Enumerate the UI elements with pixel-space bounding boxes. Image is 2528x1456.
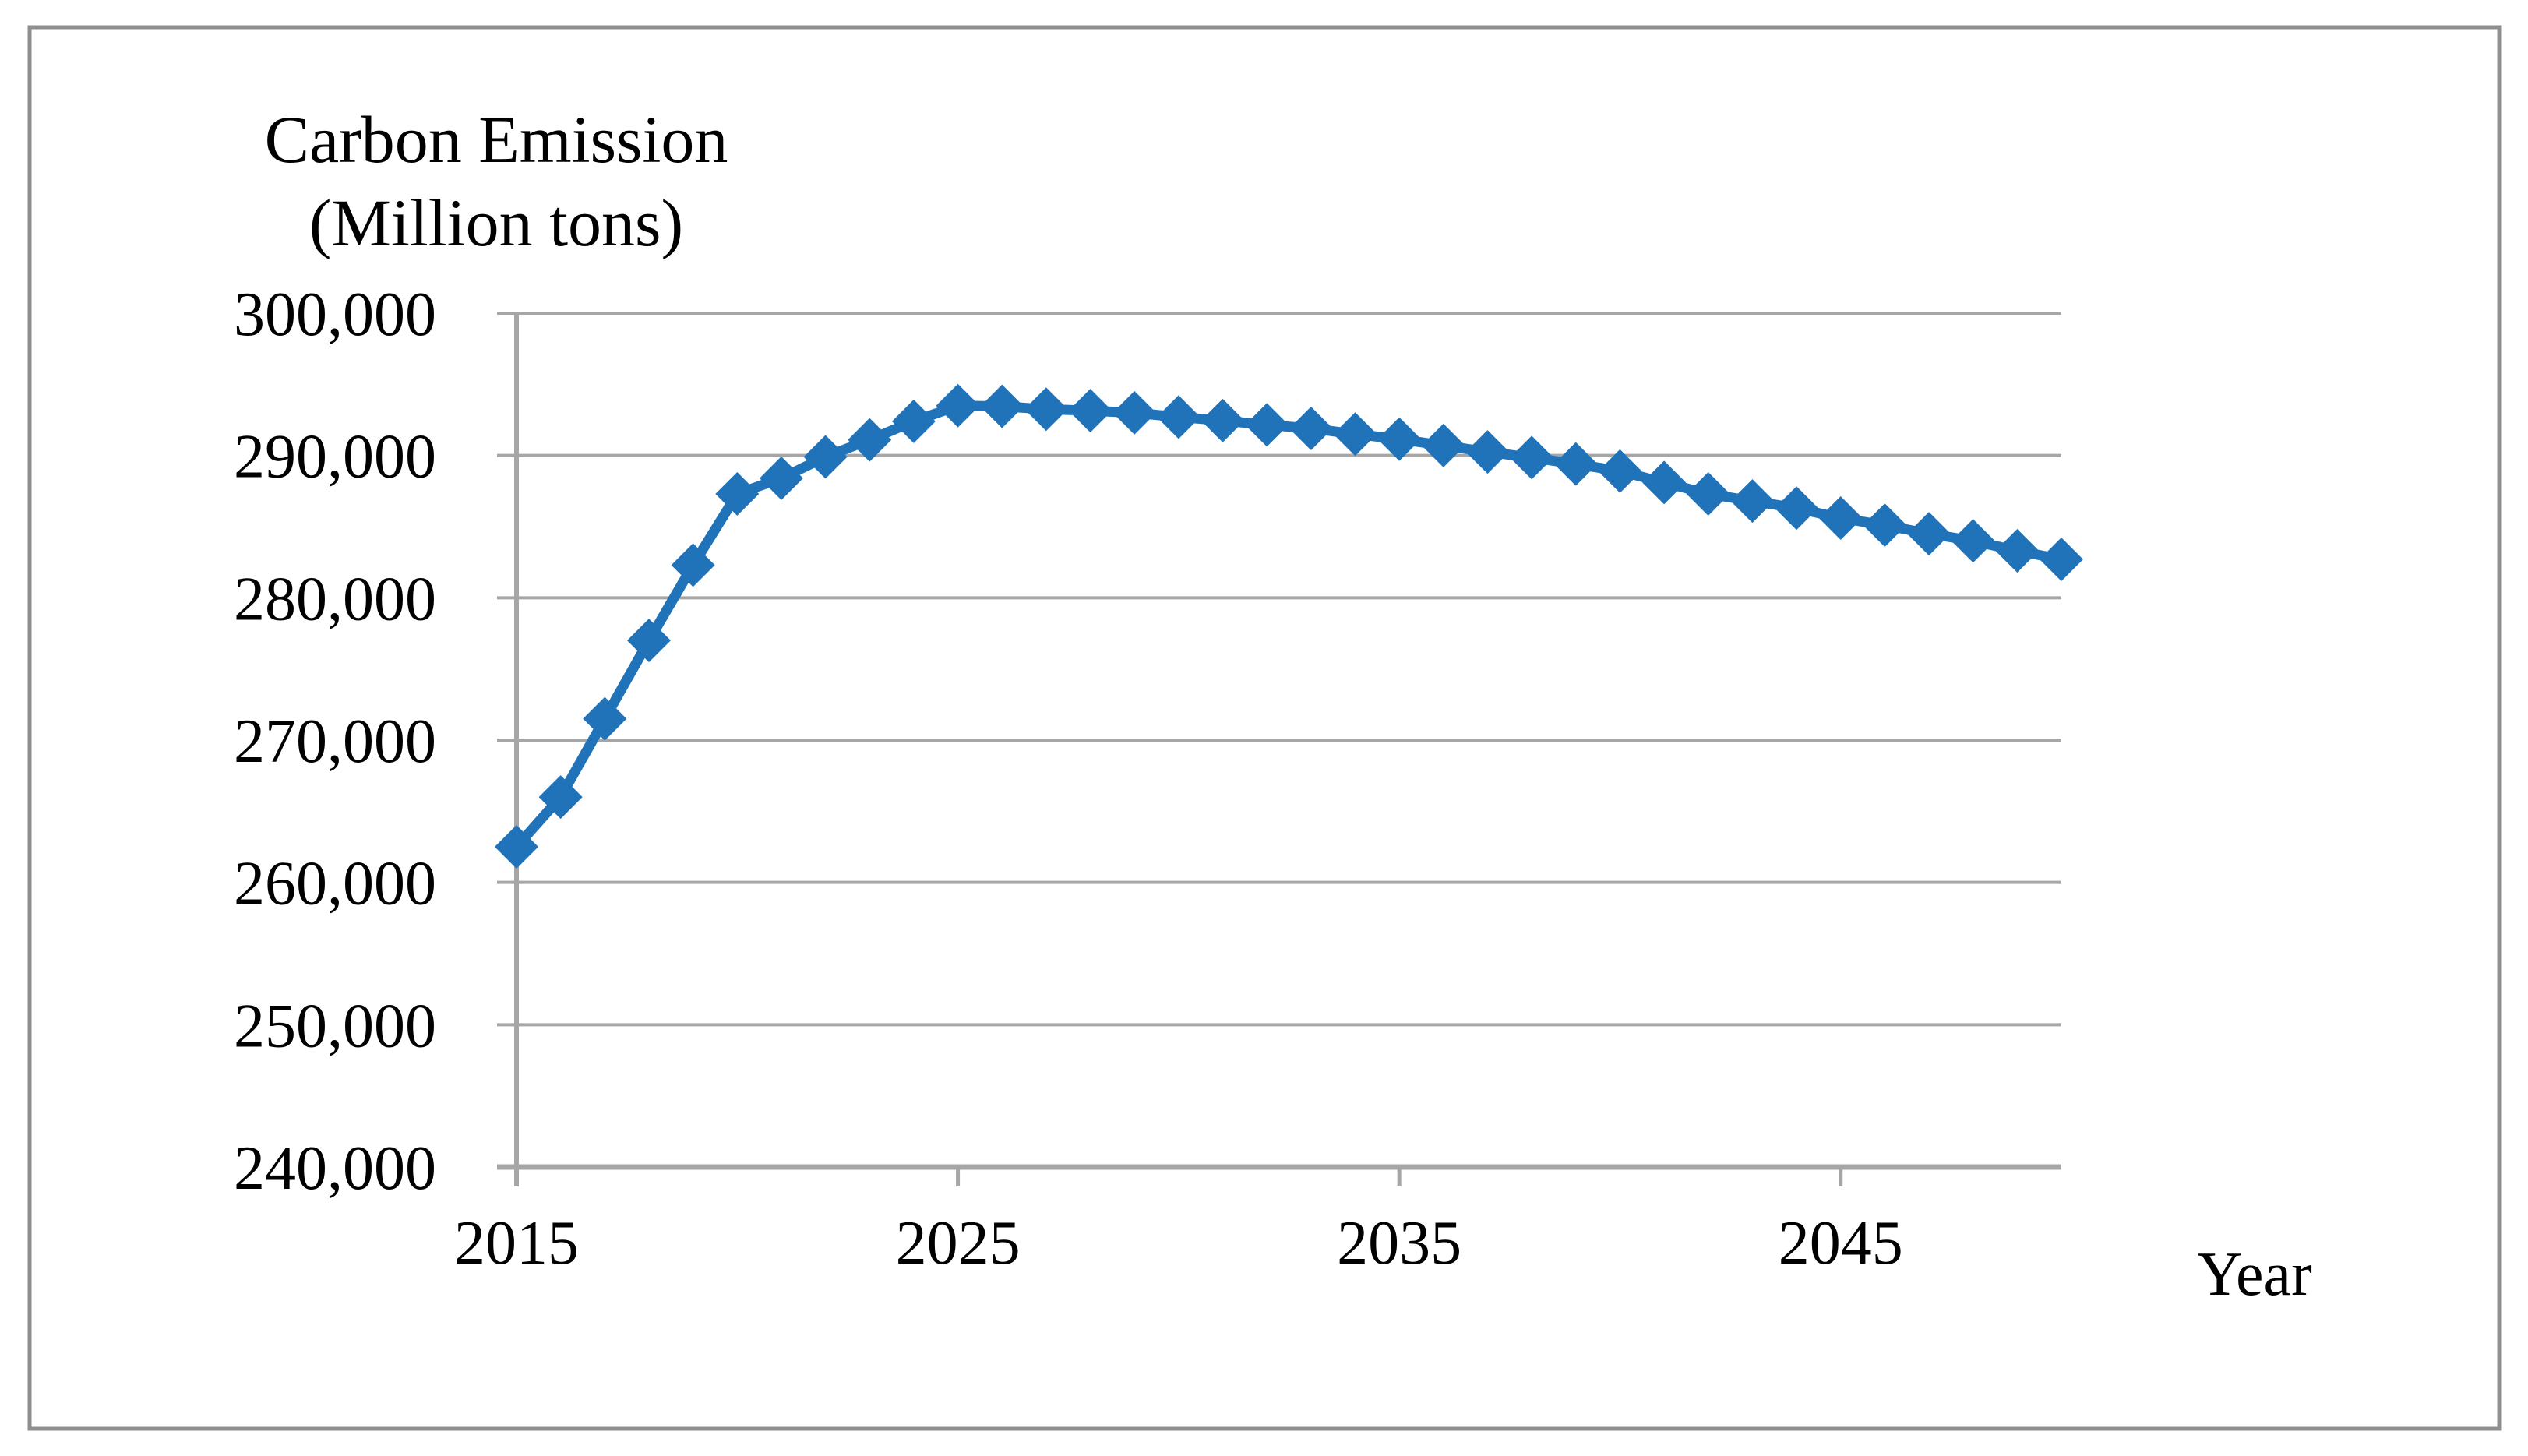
x-tick-label: 2045 bbox=[1779, 1209, 1903, 1278]
data-point-marker bbox=[848, 418, 892, 462]
data-point-marker bbox=[1553, 442, 1598, 486]
axis-labels-group: 240,000 250,000 260,000 270,000 280,000 290,0… bbox=[234, 280, 1903, 1278]
data-point-marker bbox=[1730, 479, 1775, 524]
series-line bbox=[511, 400, 2067, 852]
data-point-marker bbox=[715, 471, 760, 516]
data-point-marker bbox=[1465, 430, 1510, 474]
data-point-marker bbox=[1775, 486, 1819, 531]
data-point-marker bbox=[1156, 395, 1201, 439]
gridlines-group bbox=[497, 312, 2061, 1170]
chart-title-line1: Carbon Emission bbox=[265, 102, 728, 177]
data-point-marker bbox=[1863, 503, 1907, 548]
x-tick-label: 2015 bbox=[454, 1209, 579, 1278]
data-point-marker bbox=[1245, 403, 1289, 447]
figure-border bbox=[27, 25, 2502, 1431]
data-point-marker bbox=[1333, 412, 1377, 457]
data-point-marker bbox=[1421, 423, 1465, 467]
data-point-marker bbox=[980, 384, 1024, 428]
data-point-marker bbox=[803, 435, 848, 479]
chart-title-line2: (Million tons) bbox=[309, 185, 683, 260]
data-point-marker bbox=[891, 399, 936, 443]
data-point-marker bbox=[1112, 390, 1157, 435]
data-point-marker bbox=[1907, 512, 1952, 556]
data-point-marker bbox=[626, 619, 671, 663]
data-point-marker bbox=[1068, 389, 1112, 433]
data-point-marker bbox=[1289, 406, 1333, 450]
y-tick-label: 260,000 bbox=[234, 850, 436, 918]
data-point-marker bbox=[1995, 529, 2040, 573]
y-tick-label: 290,000 bbox=[234, 423, 436, 492]
data-point-marker bbox=[759, 456, 803, 500]
x-axis-title: Year bbox=[2197, 1240, 2311, 1309]
data-point-marker bbox=[1377, 417, 1422, 461]
data-point-marker bbox=[1598, 449, 1642, 493]
data-series-group bbox=[495, 383, 2083, 869]
y-tick-label: 280,000 bbox=[234, 565, 436, 633]
data-point-marker bbox=[1510, 435, 1554, 480]
x-tick-label: 2025 bbox=[896, 1209, 1021, 1278]
data-point-marker bbox=[495, 825, 538, 869]
data-point-marker bbox=[671, 543, 715, 587]
data-point-marker bbox=[1642, 460, 1687, 505]
data-point-marker bbox=[1818, 496, 1863, 541]
y-tick-label: 240,000 bbox=[234, 1134, 436, 1203]
y-tick-label: 300,000 bbox=[234, 280, 436, 349]
axes-group bbox=[514, 313, 1843, 1186]
data-point-marker bbox=[936, 383, 980, 428]
data-point-marker bbox=[583, 696, 627, 741]
data-point-marker bbox=[538, 775, 583, 820]
data-point-marker bbox=[1686, 471, 1730, 516]
data-point-marker bbox=[1951, 519, 1995, 563]
y-tick-label: 270,000 bbox=[234, 707, 436, 776]
y-tick-label: 250,000 bbox=[234, 992, 436, 1060]
x-tick-label: 2035 bbox=[1337, 1209, 1461, 1278]
data-point-marker bbox=[2040, 538, 2083, 582]
data-point-marker bbox=[1024, 387, 1068, 432]
data-point-marker bbox=[1201, 398, 1245, 442]
